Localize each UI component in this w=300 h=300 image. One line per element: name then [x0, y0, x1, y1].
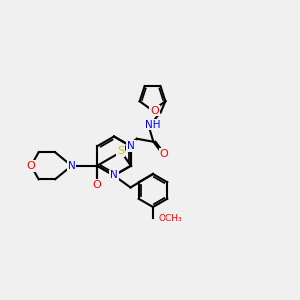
Text: O: O	[150, 106, 159, 116]
Text: O: O	[27, 161, 35, 171]
Text: NH: NH	[145, 120, 160, 130]
Text: N: N	[127, 141, 135, 151]
Text: N: N	[110, 170, 118, 181]
Text: O: O	[160, 149, 168, 159]
Text: O: O	[93, 180, 101, 190]
Text: OCH₃: OCH₃	[158, 214, 182, 223]
Text: S: S	[117, 146, 124, 156]
Text: N: N	[68, 161, 76, 171]
